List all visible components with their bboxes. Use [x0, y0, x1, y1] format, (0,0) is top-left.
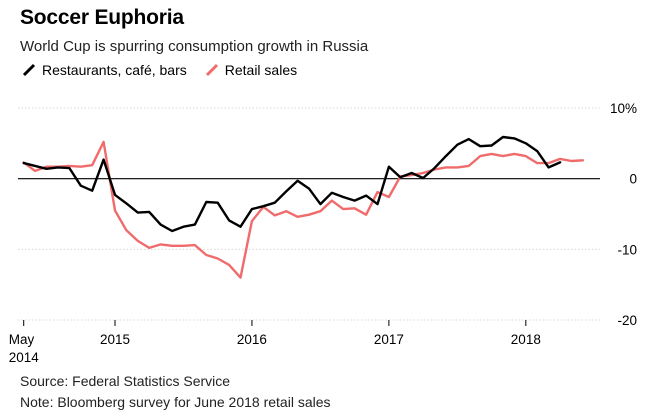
source-note: Source: Federal Statistics Service [20, 373, 231, 389]
chart-legend: Restaurants, café, bars Retail sales [22, 62, 315, 78]
x-axis: May 2014 2015 2016 2017 2018 [9, 320, 541, 365]
legend-item-retail: Retail sales [205, 62, 297, 78]
y-tick-label: 10% [610, 101, 637, 116]
chart-title: Soccer Euphoria [20, 6, 184, 29]
x-tick-label: May [9, 332, 35, 347]
y-tick-label: -20 [617, 313, 637, 328]
x-tick-sublabel: 2014 [9, 350, 40, 365]
footnote: Note: Bloomberg survey for June 2018 ret… [20, 394, 331, 410]
y-tick-label: -10 [617, 242, 637, 257]
legend-swatch-restaurants [22, 63, 36, 77]
x-tick-label: 2016 [237, 332, 267, 347]
chart-series [22, 135, 585, 279]
legend-label-retail: Retail sales [224, 62, 298, 78]
series-line-restaurants [22, 135, 562, 233]
x-tick-label: 2017 [374, 332, 404, 347]
legend-swatch-retail [205, 63, 218, 77]
x-tick-label: 2015 [100, 332, 130, 347]
legend-label-restaurants: Restaurants, café, bars [42, 62, 187, 78]
series-line-retail [22, 140, 585, 279]
y-axis: 10% 0 -10 -20 [610, 101, 637, 328]
legend-item-restaurants: Restaurants, café, bars [22, 62, 187, 78]
y-tick-label: 0 [629, 172, 637, 187]
chart-subtitle: World Cup is spurring consumption growth… [20, 38, 369, 55]
x-tick-label: 2018 [511, 332, 541, 347]
chart-grid [18, 107, 600, 321]
